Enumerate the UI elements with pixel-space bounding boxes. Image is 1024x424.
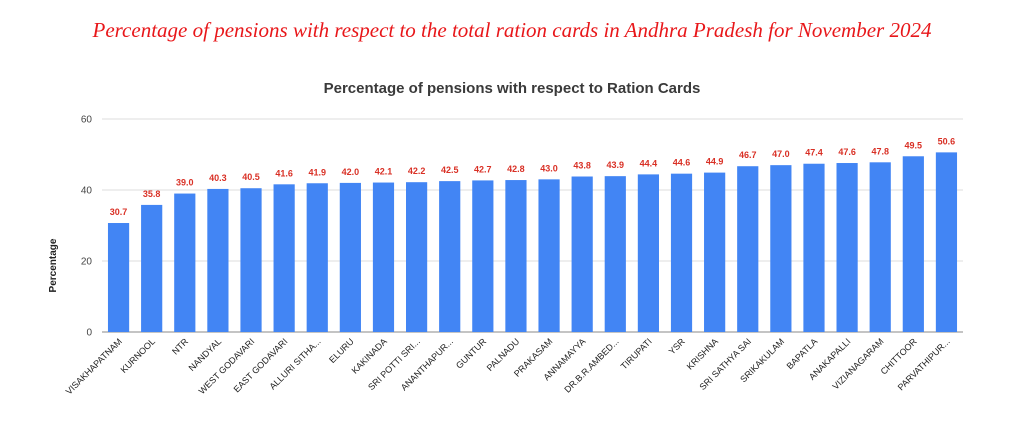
bar [637, 174, 660, 332]
data-label: 35.8 [143, 189, 161, 199]
bar [207, 188, 229, 332]
y-tick-label: 40 [81, 186, 93, 197]
data-label: 42.2 [408, 166, 426, 176]
chart-title: Percentage of pensions with respect to R… [323, 80, 701, 97]
data-label: 41.9 [308, 167, 326, 177]
x-tick-label: YSR [667, 336, 688, 357]
x-tick-label: TIRUPATI [619, 336, 654, 371]
data-label: 47.6 [838, 147, 856, 157]
bar [670, 173, 693, 332]
data-label: 42.5 [441, 165, 459, 175]
bar [505, 180, 527, 332]
bar [174, 193, 196, 332]
data-label: 46.7 [739, 150, 757, 160]
data-label: 43.0 [540, 163, 558, 173]
x-tick-label: NTR [170, 336, 191, 357]
data-label: 42.8 [507, 164, 525, 174]
bar [472, 180, 494, 332]
data-label: 47.4 [805, 148, 823, 158]
data-label: 43.8 [573, 161, 591, 171]
bar [439, 181, 461, 332]
x-tick-label: WEST GODAVARI [197, 336, 257, 396]
bar [869, 162, 891, 332]
data-label: 40.3 [209, 173, 227, 183]
data-label: 49.5 [905, 140, 923, 150]
data-label: 44.9 [706, 157, 724, 167]
data-label: 42.0 [342, 167, 360, 177]
data-label: 44.4 [640, 158, 658, 168]
x-tick-label: BAPATLA [785, 336, 820, 371]
x-tick-label: GUNTUR [454, 336, 489, 371]
data-label: 39.0 [176, 178, 194, 188]
bar [836, 163, 858, 332]
bar [405, 182, 428, 332]
data-label: 50.6 [938, 136, 956, 146]
data-label: 42.1 [375, 167, 393, 177]
bar [306, 183, 328, 332]
bar [141, 204, 163, 332]
bar [107, 223, 130, 332]
x-tick-label: KURNOOL [119, 336, 158, 375]
bar [935, 152, 958, 332]
bar [538, 179, 560, 332]
data-label: 47.8 [871, 146, 889, 156]
bar [571, 176, 593, 332]
data-label: 43.9 [607, 160, 625, 170]
y-axis-ticks: 0 20 40 60 [81, 115, 93, 339]
bar [240, 188, 262, 332]
y-tick-label: 60 [81, 115, 93, 126]
bar [803, 163, 825, 332]
x-tick-label: ELURU [327, 336, 356, 365]
data-label: 44.6 [673, 158, 691, 168]
banner-title: Percentage of pensions with respect to t… [92, 18, 932, 42]
grid-lines [102, 118, 963, 333]
bar [770, 165, 792, 332]
y-tick-label: 0 [86, 328, 92, 339]
data-labels: 30.7 35.8 39.0 40.3 40.5 41.6 41.9 42.0 42.1 42.2… [110, 136, 955, 217]
bar [604, 176, 626, 332]
y-tick-label: 20 [81, 257, 93, 268]
bar [372, 182, 395, 332]
bar [704, 172, 726, 332]
x-tick-label: VISAKHAPATNAM [64, 336, 124, 396]
bar [737, 166, 759, 332]
data-label: 30.7 [110, 207, 128, 217]
bar [339, 182, 361, 332]
data-label: 40.5 [242, 172, 260, 182]
bar [902, 156, 924, 332]
data-label: 42.7 [474, 164, 492, 174]
data-label: 41.6 [275, 168, 293, 178]
bars [107, 152, 958, 332]
y-axis-title: Percentage [48, 238, 59, 292]
bar [273, 184, 295, 332]
data-label: 47.0 [772, 149, 790, 159]
